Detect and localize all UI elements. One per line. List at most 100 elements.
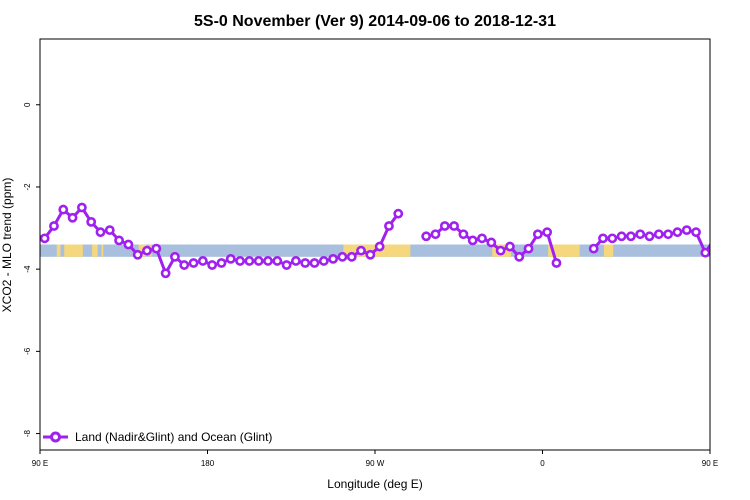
- data-point: [598, 233, 608, 244]
- legend-label: Land (Nadir&Glint) and Ocean (Glint): [75, 430, 272, 444]
- data-point: [151, 243, 162, 254]
- data-point: [607, 233, 618, 244]
- legend: Land (Nadir&Glint) and Ocean (Glint): [43, 430, 272, 444]
- data-point: [691, 227, 701, 238]
- data-point: [346, 251, 357, 262]
- data-point: [709, 236, 710, 240]
- data-point: [328, 253, 339, 264]
- data-point: [225, 253, 236, 264]
- data-point: [449, 221, 459, 231]
- data-point: [486, 237, 497, 248]
- data-point: [532, 229, 543, 240]
- data-point: [700, 247, 710, 258]
- land-band-segment: [64, 244, 83, 257]
- y-axis-ticks: 0 -2 -4 -6 -8: [23, 102, 40, 437]
- data-point: [551, 258, 562, 268]
- land-band-segment: [101, 244, 104, 257]
- data-point: [477, 233, 487, 244]
- data-point: [672, 227, 683, 238]
- data-point: [244, 256, 255, 266]
- land-band-segment: [727, 245, 731, 257]
- data-point: [505, 241, 515, 252]
- data-point: [235, 256, 245, 266]
- x-tick-label: 90 W: [366, 459, 385, 468]
- x-tick-label: 90 E: [32, 459, 48, 468]
- data-point: [309, 258, 320, 268]
- data-point: [253, 256, 264, 266]
- y-tick-label: -6: [23, 347, 32, 355]
- data-point: [523, 243, 534, 254]
- series-points: [40, 202, 746, 279]
- data-point: [300, 258, 311, 268]
- data-point: [588, 243, 599, 254]
- data-point: [439, 221, 450, 231]
- land-band-segment: [92, 244, 98, 257]
- data-point: [635, 229, 646, 240]
- series-line: [592, 228, 710, 255]
- land-band-segment: [734, 245, 750, 257]
- data-point: [142, 245, 152, 256]
- data-point: [160, 268, 171, 279]
- data-point: [123, 239, 134, 250]
- data-point: [384, 221, 394, 231]
- y-axis-label: XCO2 - MLO trend (ppm): [0, 178, 14, 313]
- y-tick-label: -2: [23, 183, 32, 191]
- data-point: [681, 225, 692, 236]
- data-point: [263, 256, 273, 266]
- data-point: [365, 249, 376, 260]
- data-point: [179, 260, 190, 270]
- data-point: [730, 206, 737, 213]
- data-point: [356, 245, 366, 256]
- x-tick-label: 0: [540, 459, 545, 468]
- data-point: [467, 235, 478, 246]
- data-point: [393, 208, 404, 219]
- data-point: [49, 221, 59, 231]
- data-point: [197, 256, 208, 266]
- data-point: [653, 229, 664, 240]
- data-point: [616, 231, 627, 242]
- data-point: [207, 260, 218, 270]
- data-point: [663, 229, 674, 240]
- x-axis-label: Longitude (deg E): [327, 477, 422, 491]
- data-point: [290, 256, 301, 266]
- data-point: [281, 260, 292, 270]
- data-point: [458, 229, 469, 240]
- data-point: [421, 231, 432, 242]
- chart-title: 5S-0 November (Ver 9) 2014-09-06 to 2018…: [194, 13, 556, 30]
- data-point: [86, 216, 97, 227]
- y-tick-label: -4: [23, 265, 32, 273]
- data-point: [542, 227, 553, 238]
- data-point: [430, 229, 441, 240]
- data-point: [374, 241, 385, 252]
- data-point: [40, 233, 50, 244]
- y-tick-label: 0: [23, 102, 32, 107]
- data-point: [495, 245, 506, 256]
- legend-marker-swatch: [50, 431, 61, 443]
- land-band-segment: [548, 244, 580, 257]
- data-point: [720, 222, 727, 229]
- data-point: [272, 256, 283, 266]
- data-point: [58, 204, 69, 215]
- data-point: [104, 225, 115, 236]
- y-tick-label: -8: [23, 429, 32, 437]
- data-point: [170, 251, 180, 262]
- land-band-segment: [603, 244, 614, 257]
- x-tick-label: 90 E: [702, 459, 718, 468]
- data-point: [318, 256, 329, 266]
- land-band-segment: [56, 244, 61, 257]
- x-tick-label: 180: [201, 459, 215, 468]
- data-point: [95, 227, 106, 238]
- data-point: [114, 235, 124, 246]
- data-point: [337, 251, 348, 262]
- data-point: [132, 249, 143, 260]
- data-point: [644, 231, 655, 242]
- data-point: [76, 202, 87, 213]
- data-point: [216, 258, 227, 268]
- data-point: [67, 212, 78, 223]
- x-axis-ticks: 90 E 180 90 W 0 90 E: [32, 450, 718, 468]
- data-point: [514, 251, 525, 262]
- data-point: [188, 258, 199, 268]
- data-point: [739, 214, 746, 221]
- data-point: [626, 231, 636, 242]
